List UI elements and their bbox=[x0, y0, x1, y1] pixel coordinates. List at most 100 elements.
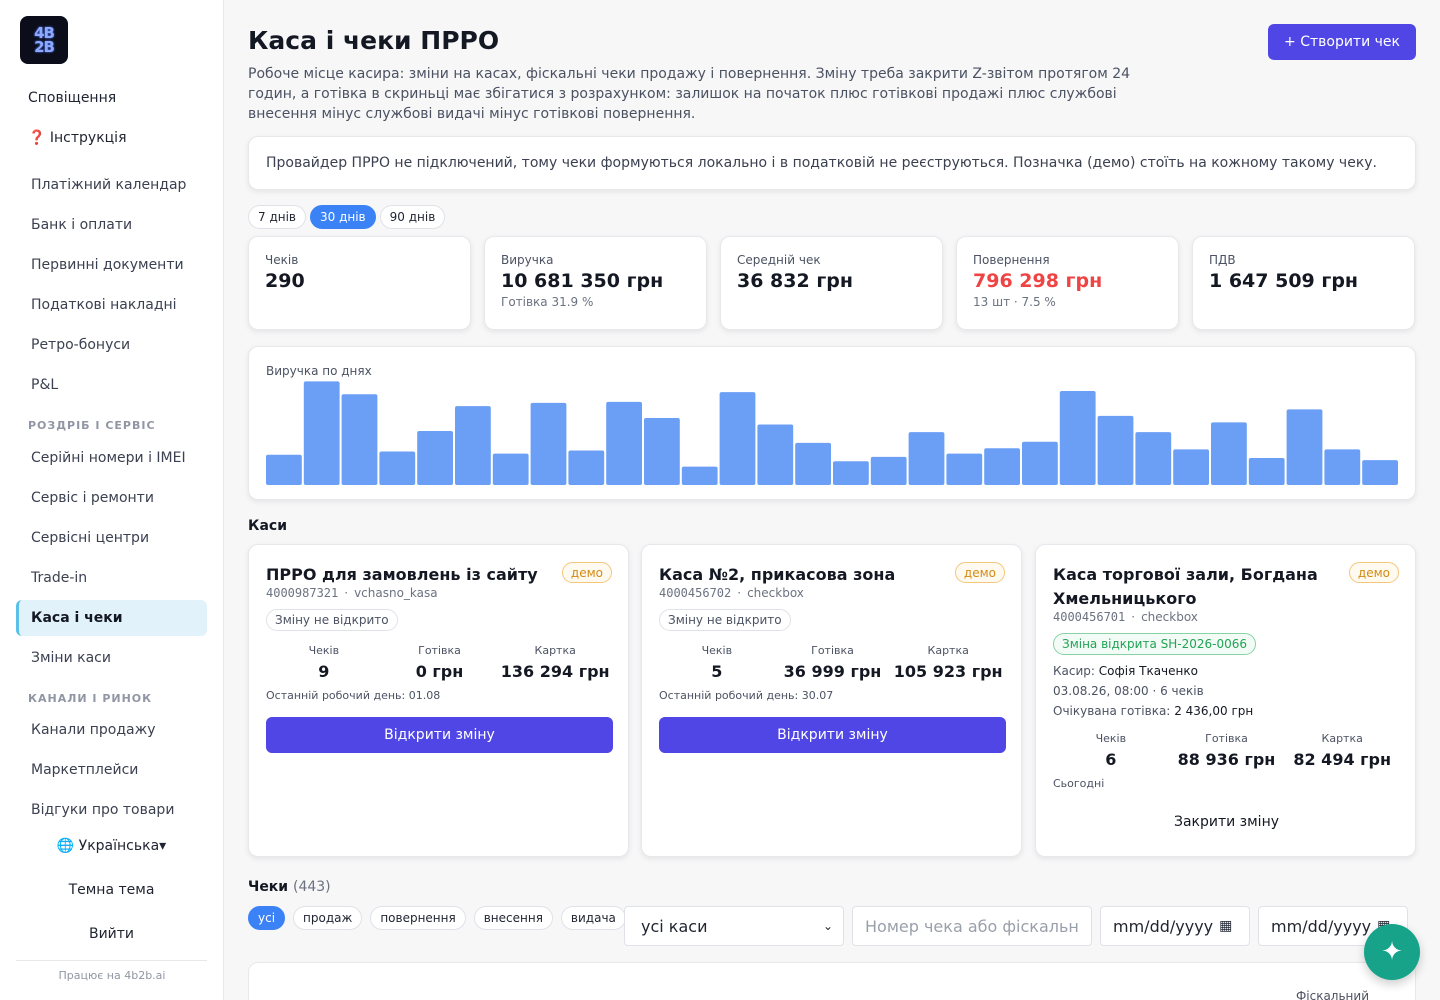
kasa-meta: 4000987321 · vchasno_kasa bbox=[266, 586, 438, 600]
stat-value: 9 bbox=[318, 662, 330, 681]
chart-bar-4[interactable] bbox=[379, 451, 416, 485]
sidebar-item-serials[interactable]: Серійні номери і IMEI bbox=[31, 450, 186, 466]
create-check-button[interactable]: + Створити чек bbox=[1268, 24, 1416, 60]
sidebar-item-shifts[interactable]: Зміни каси bbox=[31, 650, 111, 666]
chart-bar-8[interactable] bbox=[530, 402, 567, 485]
chart-bar-2[interactable] bbox=[303, 381, 340, 485]
cashier-label: Касир: bbox=[1053, 664, 1095, 678]
sidebar-item-marketplaces[interactable]: Маркетплейси bbox=[31, 762, 139, 778]
sidebar-item-bank[interactable]: Банк і оплати bbox=[31, 217, 133, 233]
sidebar-item-sales-channels[interactable]: Канали продажу bbox=[31, 722, 156, 738]
chart-bar-17[interactable] bbox=[870, 456, 907, 485]
kpi-value: 10 681 350 грн bbox=[501, 270, 664, 292]
chart-bar-20[interactable] bbox=[984, 448, 1020, 485]
stat-value: 136 294 грн bbox=[500, 662, 610, 681]
chart-bar-10[interactable] bbox=[606, 401, 642, 485]
theme-toggle[interactable]: Темна тема bbox=[68, 882, 155, 898]
sidebar-divider bbox=[16, 960, 207, 961]
sidebar-item-instructions[interactable]: ❓ Інструкція bbox=[28, 130, 127, 146]
prro-notice: Провайдер ПРРО не підключений, тому чеки… bbox=[248, 136, 1416, 190]
sidebar-item-tax-invoices[interactable]: Податкові накладні bbox=[31, 297, 177, 313]
period-90-days[interactable]: 90 днів bbox=[379, 205, 446, 229]
stat-label: Картка bbox=[534, 644, 576, 657]
language-select[interactable]: 🌐 Українська▾ bbox=[56, 838, 167, 854]
stat-label: Картка bbox=[927, 644, 969, 657]
chart-bar-1[interactable] bbox=[266, 454, 302, 485]
chart-bar-23[interactable] bbox=[1097, 415, 1134, 485]
chart-bar-26[interactable] bbox=[1211, 422, 1247, 485]
kasa-card-3: Каса торгової зали, Богдана Хмельницьког… bbox=[1035, 544, 1416, 857]
sidebar-item-pl[interactable]: P&L bbox=[31, 377, 59, 393]
chart-bar-28[interactable] bbox=[1286, 409, 1323, 485]
chart-bar-3[interactable] bbox=[341, 394, 378, 485]
check-search-input[interactable]: Номер чека або фіскальн bbox=[852, 906, 1092, 946]
kpi-revenue: Виручка 10 681 350 грн Готівка 31.9 % bbox=[484, 236, 707, 330]
fiscal-number: 4000456701 bbox=[1053, 610, 1126, 624]
chart-bar-27[interactable] bbox=[1248, 458, 1285, 485]
chart-bar-5[interactable] bbox=[417, 431, 453, 485]
revenue-chart-card: Виручка по днях bbox=[248, 346, 1416, 500]
sidebar: 4B 2B Сповіщення ❓ Інструкція Платіжний к… bbox=[0, 0, 224, 1000]
shift-status-badge: Зміну не відкрито bbox=[266, 609, 398, 631]
chart-bar-13[interactable] bbox=[719, 392, 756, 485]
calendar-icon[interactable]: ▦ bbox=[1219, 918, 1233, 934]
kpi-label: Виручка bbox=[501, 253, 554, 267]
checks-count: (443) bbox=[293, 879, 331, 895]
filter-refund[interactable]: повернення bbox=[370, 906, 466, 930]
sidebar-item-retro-bonuses[interactable]: Ретро-бонуси bbox=[31, 337, 131, 353]
chart-bar-18[interactable] bbox=[908, 432, 945, 485]
chart-bar-6[interactable] bbox=[455, 406, 491, 485]
chart-bar-14[interactable] bbox=[757, 424, 794, 485]
stat-label: Готівка bbox=[1205, 732, 1248, 745]
chart-bar-29[interactable] bbox=[1324, 449, 1361, 485]
open-shift-button[interactable]: Відкрити зміну bbox=[659, 717, 1006, 753]
kasa-name: Каса №2, прикасова зона bbox=[659, 565, 896, 584]
chart-bar-19[interactable] bbox=[946, 453, 983, 485]
filter-sale[interactable]: продаж bbox=[293, 906, 363, 930]
sidebar-item-primary-docs[interactable]: Первинні документи bbox=[31, 257, 184, 273]
logout-button[interactable]: Вийти bbox=[88, 926, 135, 942]
stat-value: 36 999 грн bbox=[783, 662, 882, 681]
period-30-days[interactable]: 30 днів bbox=[310, 205, 376, 229]
stat-label: Готівка bbox=[418, 644, 461, 657]
shift-opened: 03.08.26, 08:00 · 6 чеків bbox=[1053, 684, 1204, 698]
chart-bar-24[interactable] bbox=[1135, 432, 1172, 485]
kasa-stats: Чеків 6 Готівка 88 936 грн Картка 82 494 гр… bbox=[1053, 732, 1400, 769]
filter-deposit[interactable]: внесення bbox=[473, 906, 553, 930]
chart-bar-9[interactable] bbox=[568, 450, 605, 485]
demo-badge: демо bbox=[561, 562, 612, 583]
expected-label: Очікувана готівка: bbox=[1053, 704, 1171, 718]
ai-assistant-button[interactable]: ✦ bbox=[1364, 924, 1420, 980]
kasa-select[interactable]: усі каси ⌄ bbox=[624, 906, 844, 946]
sidebar-item-payment-calendar[interactable]: Платіжний календар bbox=[31, 177, 187, 193]
close-shift-button[interactable]: Закрити зміну bbox=[1053, 807, 1400, 837]
chart-bar-21[interactable] bbox=[1022, 441, 1058, 485]
chart-bar-16[interactable] bbox=[833, 461, 869, 485]
kasy-section-title: Каси bbox=[248, 518, 287, 534]
sidebar-item-service[interactable]: Сервіс і ремонти bbox=[31, 490, 154, 506]
date-from-input[interactable]: mm/dd/yyyy ▦ bbox=[1100, 906, 1250, 946]
app-logo[interactable]: 4B 2B bbox=[20, 16, 68, 64]
chart-bar-30[interactable] bbox=[1362, 460, 1398, 485]
sidebar-item-reviews[interactable]: Відгуки про товари bbox=[31, 802, 175, 818]
kasa-card-1: ПРРО для замовлень із сайту демо 4000987… bbox=[248, 544, 629, 857]
sidebar-item-trade-in[interactable]: Trade-in bbox=[31, 570, 88, 586]
chart-bar-11[interactable] bbox=[644, 418, 680, 485]
chart-bar-25[interactable] bbox=[1173, 449, 1209, 485]
chart-bar-22[interactable] bbox=[1059, 391, 1096, 485]
filter-all[interactable]: усі bbox=[248, 906, 286, 930]
filter-withdrawal[interactable]: видача bbox=[560, 906, 626, 930]
chart-bar-7[interactable] bbox=[492, 453, 529, 485]
column-header-fiscal[interactable]: Фіскальний bbox=[1295, 989, 1369, 1000]
open-shift-button[interactable]: Відкрити зміну bbox=[266, 717, 613, 753]
chart-bar-12[interactable] bbox=[681, 466, 718, 485]
sidebar-item-notifications[interactable]: Сповіщення bbox=[28, 90, 117, 106]
chart-bar-15[interactable] bbox=[795, 442, 831, 485]
sidebar-item-service-centers[interactable]: Сервісні центри bbox=[31, 530, 150, 546]
kasa-stats: Чеків 9 Готівка 0 грн Картка 136 294 грн bbox=[266, 644, 613, 681]
kpi-sub: 13 шт · 7.5 % bbox=[973, 295, 1056, 309]
sidebar-item-cash-register[interactable]: Каса і чеки bbox=[16, 600, 207, 636]
period-7-days[interactable]: 7 днів bbox=[248, 205, 306, 229]
checks-table: Фіскальний bbox=[248, 962, 1416, 1000]
sidebar-section-retail: РОЗДРІБ І СЕРВІС bbox=[28, 419, 156, 432]
